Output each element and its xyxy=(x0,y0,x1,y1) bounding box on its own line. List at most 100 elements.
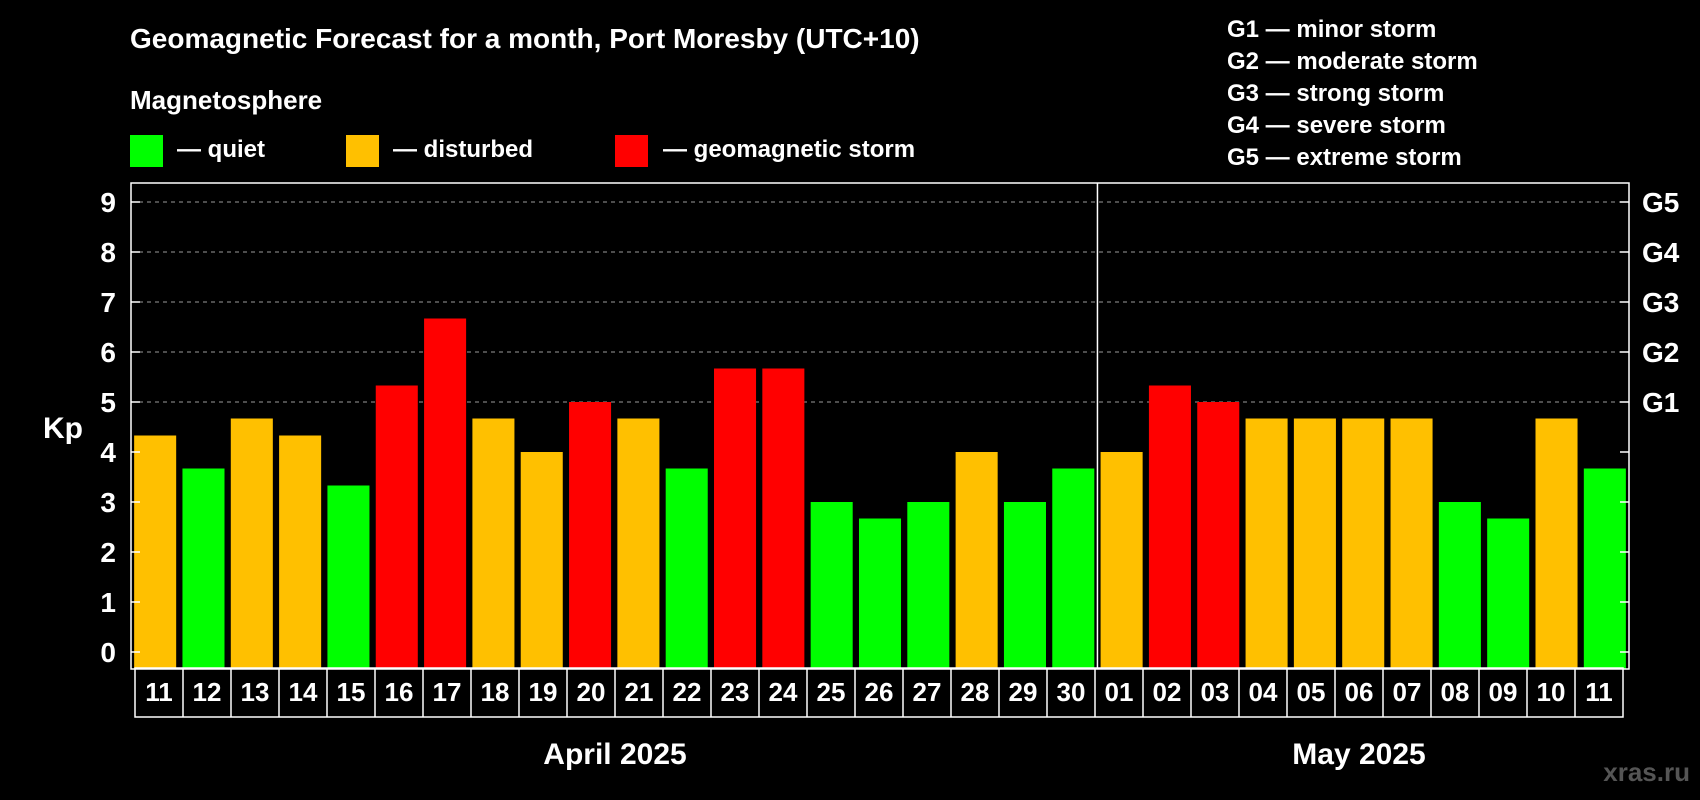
month-labels: April 2025 May 2025 xyxy=(543,738,1425,771)
legend-swatch-storm xyxy=(615,135,648,167)
date-label-20-9: 20 xyxy=(577,677,606,707)
date-label-22-11: 22 xyxy=(673,677,702,707)
date-label-21-10: 21 xyxy=(625,677,654,707)
bar-21-10 xyxy=(617,418,660,669)
watermark-site: xras.ru xyxy=(1603,757,1690,787)
y-tick-label-1: 1 xyxy=(100,587,116,618)
storm-scale-g1: G1 — minor storm xyxy=(1227,16,1436,43)
month-label-1: May 2025 xyxy=(1292,738,1425,771)
bar-01-20 xyxy=(1100,452,1143,669)
date-strip-border xyxy=(134,667,1624,718)
storm-scale-g2: G2 — moderate storm xyxy=(1227,48,1478,75)
legend-swatch-disturbed xyxy=(346,135,379,167)
y-tick-label-6: 6 xyxy=(100,337,116,368)
bar-24-13 xyxy=(762,368,805,669)
bar-11-0 xyxy=(134,435,177,669)
date-label-30-19: 30 xyxy=(1057,677,1086,707)
date-label-23-12: 23 xyxy=(721,677,750,707)
bar-02-21 xyxy=(1148,385,1191,669)
date-label-18-7: 18 xyxy=(481,677,510,707)
y-tick-label-9: 9 xyxy=(100,187,116,218)
bar-20-9 xyxy=(569,402,612,669)
plot-frame xyxy=(130,182,1630,670)
bar-26-15 xyxy=(858,518,902,669)
date-label-17-6: 17 xyxy=(433,677,462,707)
legend-label-storm: — geomagnetic storm xyxy=(663,136,915,163)
y-tick-label-8: 8 xyxy=(100,237,116,268)
date-label-11-0: 11 xyxy=(145,677,173,707)
y-tick-label-7: 7 xyxy=(100,287,116,318)
bar-29-18 xyxy=(1003,502,1046,669)
date-label-14-3: 14 xyxy=(289,677,318,707)
date-label-24-13: 24 xyxy=(769,677,798,707)
date-label-11-30: 11 xyxy=(1585,677,1613,707)
month-label-0: April 2025 xyxy=(543,738,686,771)
y-tick-label-2: 2 xyxy=(100,537,116,568)
bar-28-17 xyxy=(955,452,998,669)
y-tick-label-4: 4 xyxy=(100,437,116,468)
bar-11-30 xyxy=(1583,468,1626,669)
date-label-26-15: 26 xyxy=(865,677,894,707)
chart-subtitle: Magnetosphere xyxy=(130,85,322,115)
bar-06-25 xyxy=(1342,418,1385,669)
plot-border xyxy=(130,182,1630,670)
y-axis-label: Kp xyxy=(43,412,83,445)
date-label-16-5: 16 xyxy=(385,677,414,707)
date-label-12-1: 12 xyxy=(193,677,222,707)
date-label-02-21: 02 xyxy=(1153,677,1182,707)
right-tick-label-g1: G1 xyxy=(1642,387,1679,418)
bar-25-14 xyxy=(810,502,853,669)
y-axis-ticks: 0 1 2 3 4 5 6 7 8 9 xyxy=(100,187,140,668)
storm-scale-legend: G1 — minor storm G2 — moderate storm G3 … xyxy=(1227,16,1478,171)
date-label-06-25: 06 xyxy=(1345,677,1374,707)
bar-14-3 xyxy=(279,435,322,669)
date-label-05-24: 05 xyxy=(1297,677,1326,707)
bar-16-5 xyxy=(375,385,418,669)
y-tick-label-0: 0 xyxy=(100,637,116,668)
bar-23-12 xyxy=(714,368,757,669)
bar-04-23 xyxy=(1245,418,1288,669)
right-tick-label-g5: G5 xyxy=(1642,187,1679,218)
date-label-27-16: 27 xyxy=(913,677,942,707)
date-label-28-17: 28 xyxy=(961,677,990,707)
date-label-09-28: 09 xyxy=(1489,677,1518,707)
bar-13-2 xyxy=(230,418,273,669)
legend-label-quiet: — quiet xyxy=(177,136,265,163)
date-label-29-18: 29 xyxy=(1009,677,1038,707)
date-label-25-14: 25 xyxy=(817,677,846,707)
legend-swatch-quiet xyxy=(130,135,163,167)
bar-17-6 xyxy=(424,318,467,669)
bar-08-27 xyxy=(1438,502,1481,669)
date-label-15-4: 15 xyxy=(337,677,366,707)
storm-scale-g5: G5 — extreme storm xyxy=(1227,144,1462,171)
bar-05-24 xyxy=(1293,418,1336,669)
chart-title: Geomagnetic Forecast for a month, Port M… xyxy=(130,23,920,54)
right-tick-label-g2: G2 xyxy=(1642,337,1679,368)
date-label-10-29: 10 xyxy=(1537,677,1566,707)
bar-15-4 xyxy=(327,485,370,669)
date-label-13-2: 13 xyxy=(241,677,270,707)
date-label-08-27: 08 xyxy=(1441,677,1470,707)
bar-12-1 xyxy=(182,468,225,669)
bar-07-26 xyxy=(1390,418,1433,669)
storm-scale-g4: G4 — severe storm xyxy=(1227,112,1446,139)
bar-30-19 xyxy=(1052,468,1095,669)
bar-18-7 xyxy=(472,418,515,669)
date-labels: 11 12 13 14 15 16 17 18 19 20 21 22 23 24 25 26 27 28 29 30… xyxy=(134,667,1624,718)
bar-09-28 xyxy=(1487,518,1530,669)
y-tick-label-3: 3 xyxy=(100,487,116,518)
storm-scale-g3: G3 — strong storm xyxy=(1227,80,1444,107)
date-label-07-26: 07 xyxy=(1393,677,1422,707)
date-label-19-8: 19 xyxy=(529,677,558,707)
bars xyxy=(134,318,1626,669)
right-tick-label-g3: G3 xyxy=(1642,287,1679,318)
bar-03-22 xyxy=(1197,402,1240,669)
bar-22-11 xyxy=(665,468,708,669)
right-tick-label-g4: G4 xyxy=(1642,237,1680,268)
bar-27-16 xyxy=(907,502,950,669)
legend: — quiet — disturbed — geomagnetic storm xyxy=(130,135,915,167)
date-label-01-20: 01 xyxy=(1105,677,1134,707)
y-tick-label-5: 5 xyxy=(100,387,116,418)
date-label-04-23: 04 xyxy=(1249,677,1278,707)
